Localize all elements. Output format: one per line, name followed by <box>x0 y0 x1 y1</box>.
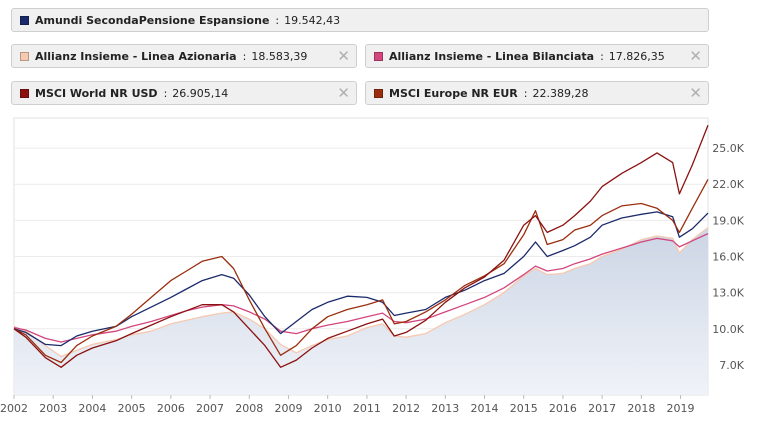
y-tick-label: 7.0K <box>719 359 744 372</box>
x-tick-label: 2009 <box>274 402 302 415</box>
series-line-allianz-insieme-linea-azionaria[interactable] <box>13 227 709 358</box>
series-line-msci-europe-nr-eur[interactable] <box>13 179 709 364</box>
x-tick-label: 2015 <box>510 402 538 415</box>
x-tick-label: 2002 <box>0 402 28 415</box>
x-tick-label: 2005 <box>118 402 146 415</box>
legend-separator: : <box>163 86 168 100</box>
series-line-allianz-insieme-linea-bilanciata[interactable] <box>13 233 709 343</box>
x-tick-label: 2014 <box>471 402 499 415</box>
legend-value: 17.826,35 <box>608 49 665 63</box>
y-tick-label: 22.0K <box>712 178 744 191</box>
legend-value: 26.905,14 <box>172 86 229 100</box>
legend-separator: : <box>242 49 247 63</box>
legend-separator: : <box>523 86 528 100</box>
legend-value: 19.542,43 <box>284 13 341 27</box>
legend-separator: : <box>600 49 604 63</box>
legend-swatch-allianz-bilanciata <box>374 51 383 61</box>
series-line-msci-world-nr-usd[interactable] <box>13 124 709 368</box>
close-icon[interactable]: ✕ <box>689 47 702 65</box>
legend-swatch-msci-world <box>20 88 29 98</box>
legend-name: Amundi SecondaPensione Espansione <box>35 13 270 27</box>
legend-item-msci-world[interactable]: MSCI World NR USD : 26.905,14 ✕ <box>11 81 357 105</box>
x-tick-label: 2019 <box>667 402 695 415</box>
legend-swatch-amundi <box>20 15 29 25</box>
legend-value: 18.583,39 <box>251 49 308 63</box>
x-tick-label: 2006 <box>157 402 185 415</box>
x-tick-label: 2013 <box>431 402 459 415</box>
legend-name: MSCI Europe NR EUR <box>389 86 518 100</box>
y-tick-label: 10.0K <box>712 323 744 336</box>
x-tick-label: 2012 <box>392 402 420 415</box>
x-tick-label: 2016 <box>549 402 577 415</box>
y-tick-label: 16.0K <box>712 251 744 264</box>
close-icon[interactable]: ✕ <box>337 84 350 102</box>
legend-item-allianz-bilanciata[interactable]: Allianz Insieme - Linea Bilanciata : 17.… <box>365 44 709 68</box>
legend-item-amundi[interactable]: Amundi SecondaPensione Espansione : 19.5… <box>11 8 709 32</box>
y-tick-label: 25.0K <box>712 142 744 155</box>
x-tick-label: 2018 <box>627 402 655 415</box>
x-tick-label: 2004 <box>78 402 106 415</box>
x-tick-label: 2010 <box>314 402 342 415</box>
x-tick-label: 2017 <box>588 402 616 415</box>
close-icon[interactable]: ✕ <box>689 84 702 102</box>
y-tick-label: 19.0K <box>712 214 744 227</box>
y-tick-label: 13.0K <box>712 287 744 300</box>
series-line-amundi-secondapensione-espansione[interactable] <box>13 211 709 347</box>
close-icon[interactable]: ✕ <box>337 47 350 65</box>
x-tick-label: 2007 <box>196 402 224 415</box>
legend-swatch-allianz-azionaria <box>20 51 29 61</box>
x-tick-label: 2008 <box>235 402 263 415</box>
legend-item-allianz-azionaria[interactable]: Allianz Insieme - Linea Azionaria : 18.5… <box>11 44 357 68</box>
legend-swatch-msci-europe <box>374 88 383 98</box>
legend-separator: : <box>275 13 280 27</box>
legend-name: MSCI World NR USD <box>35 86 158 100</box>
legend-name: Allianz Insieme - Linea Bilanciata <box>389 49 595 63</box>
x-tick-label: 2011 <box>353 402 381 415</box>
legend-name: Allianz Insieme - Linea Azionaria <box>35 49 237 63</box>
legend-value: 22.389,28 <box>532 86 589 100</box>
legend-item-msci-europe[interactable]: MSCI Europe NR EUR : 22.389,28 ✕ <box>365 81 709 105</box>
x-tick-label: 2003 <box>39 402 67 415</box>
